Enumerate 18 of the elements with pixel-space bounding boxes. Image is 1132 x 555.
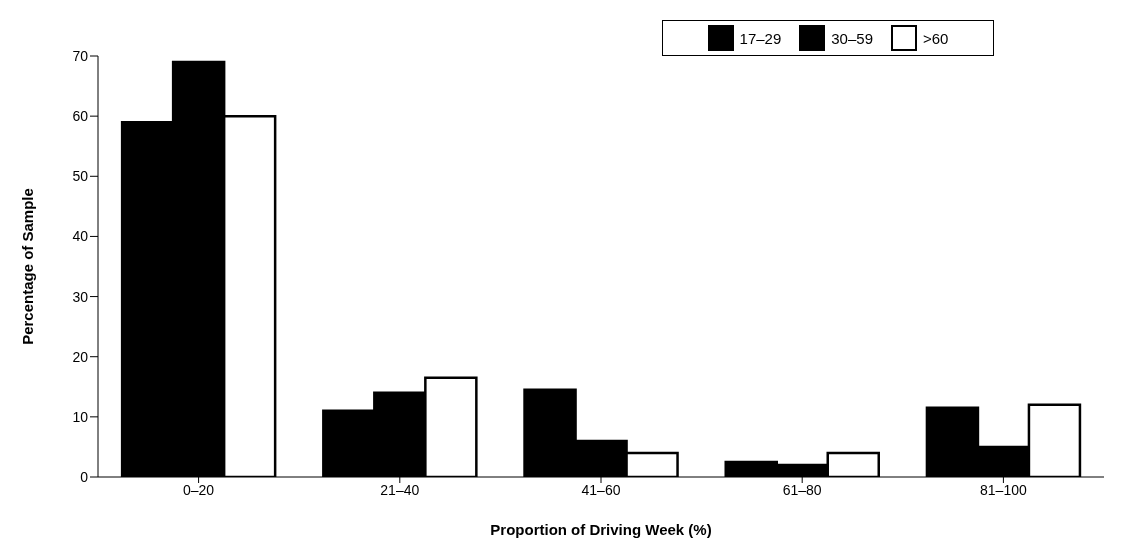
x-tick-label: 21–40 — [380, 481, 420, 498]
y-tick-label: 70 — [72, 47, 89, 64]
x-tick-label: 41–60 — [581, 481, 621, 498]
x-tick-label: 81–100 — [980, 481, 1027, 498]
y-tick-label: 10 — [72, 408, 89, 425]
y-tick-label: 30 — [72, 288, 89, 305]
legend-label: 17–29 — [738, 28, 782, 49]
y-tick-label: 40 — [72, 228, 89, 245]
y-tick-label: 50 — [72, 168, 89, 185]
x-axis-title: Proportion of Driving Week (%) — [490, 521, 712, 538]
legend-label: 30–59 — [830, 28, 873, 49]
legend-label: >60 — [922, 28, 949, 49]
y-tick-label: 20 — [72, 348, 89, 365]
x-tick-label: 0–20 — [183, 481, 215, 498]
y-axis-title: Percentage of Sample — [19, 188, 37, 345]
y-tick-label: 60 — [72, 108, 89, 125]
x-tick-label: 61–80 — [782, 481, 822, 498]
y-tick-label: 0 — [80, 468, 89, 485]
